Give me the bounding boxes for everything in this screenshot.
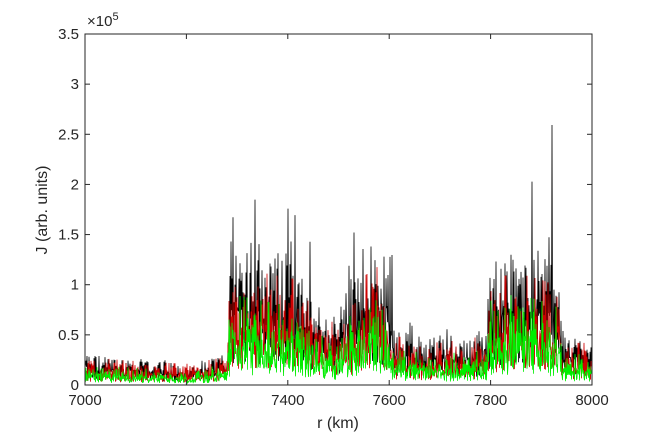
x-axis-label: r (km) [317,415,359,432]
x-axis-ticks: 7000 7200 7400 7600 7800 8000 [68,34,609,409]
x-tick-label: 7800 [474,392,507,409]
x-tick-label: 7200 [170,392,203,409]
y-tick-label: 1 [71,277,79,294]
x-tick-label: 7000 [68,392,101,409]
y-tick-label: 2.5 [58,126,79,143]
plot-frame [84,33,593,386]
y-multiplier: ×105 [87,11,119,30]
x-tick-label: 7600 [373,392,406,409]
y-tick-label: 3 [71,76,79,93]
y-axis-label: J (arb. units) [34,166,51,255]
x-tick-label: 8000 [575,392,608,409]
y-tick-label: 3.5 [58,26,79,43]
series-layer [85,124,592,385]
y-tick-label: 0 [71,377,79,394]
y-tick-label: 2 [71,176,79,193]
x-tick-label: 7400 [271,392,304,409]
series-green [85,295,592,385]
y-tick-label: 1.5 [58,227,79,244]
y-axis-ticks: 0 0.5 1 1.5 2 2.5 3 3.5 [58,26,592,394]
y-tick-label: 0.5 [58,327,79,344]
